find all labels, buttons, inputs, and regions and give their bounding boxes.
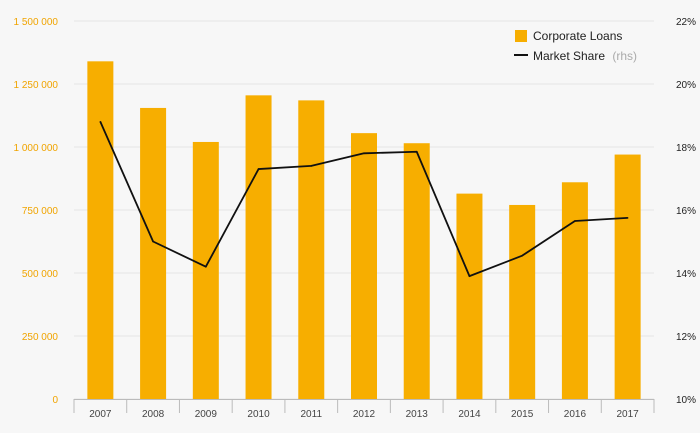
left-axis-ticks: 0 250 000 500 000 750 000 1 000 000 1 250 000…	[14, 17, 59, 406]
left-tick-label: 500 000	[22, 269, 59, 280]
legend-label-rhs-note: (rhs)	[612, 49, 637, 63]
bar-2010	[245, 95, 272, 399]
legend-label-market-share: Market Share (rhs)	[533, 49, 637, 63]
x-tick-label: 2015	[511, 409, 534, 420]
market-share-point-2013	[415, 150, 418, 153]
market-share-point-2016	[574, 220, 576, 222]
market-share-point-2009	[205, 265, 207, 268]
bar-2011	[298, 100, 325, 399]
x-tick-label: 2008	[142, 409, 165, 420]
right-tick-label: 14%	[676, 269, 696, 280]
x-tick-label: 2011	[301, 409, 323, 420]
market-share-point-2015	[521, 254, 523, 257]
market-share-point-2008	[152, 240, 154, 243]
market-share-point-2014	[468, 275, 471, 277]
left-tick-label: 1 000 000	[14, 143, 59, 154]
bar-2008	[140, 107, 167, 399]
line-layer	[99, 121, 629, 278]
left-tick-label: 1 500 000	[14, 17, 59, 28]
legend: Corporate Loans Market Share (rhs)	[514, 29, 637, 63]
market-share-point-2011	[310, 165, 313, 167]
bar-2016	[561, 182, 588, 399]
left-tick-label: 750 000	[22, 206, 59, 217]
bar-2013	[403, 143, 430, 399]
left-tick-label: 0	[52, 395, 58, 406]
x-tick-label: 2014	[458, 409, 481, 420]
right-tick-label: 22%	[676, 17, 696, 28]
bar-2014	[456, 193, 483, 399]
x-tick-label: 2007	[89, 409, 112, 420]
x-tick-label: 2013	[406, 409, 429, 420]
market-share-point-2012	[363, 152, 365, 155]
left-tick-label: 250 000	[22, 332, 59, 343]
x-tick-label: 2017	[617, 409, 640, 420]
bar-2017	[614, 154, 641, 399]
legend-label-market-share-text: Market Share	[533, 49, 605, 63]
right-tick-label: 20%	[676, 80, 696, 91]
legend-swatch-corporate-loans	[515, 30, 527, 42]
left-tick-label: 1 250 000	[14, 80, 59, 91]
x-tick-label: 2012	[353, 409, 376, 420]
bars-layer	[87, 61, 641, 399]
right-tick-label: 18%	[676, 143, 696, 154]
axis-layer	[73, 399, 655, 413]
market-share-point-2017	[626, 217, 629, 219]
x-tick-label: 2010	[247, 409, 270, 420]
x-tick-label: 2009	[195, 409, 218, 420]
bar-2007	[87, 61, 114, 399]
market-share-point-2007	[99, 121, 102, 123]
right-tick-label: 12%	[676, 332, 696, 343]
right-tick-label: 16%	[676, 206, 696, 217]
x-axis-ticks: 2007 2008 2009 2010 2011 2012 2013 2014 2015 2016…	[89, 409, 639, 420]
bar-2009	[192, 141, 219, 399]
legend-label-corporate-loans: Corporate Loans	[533, 29, 622, 43]
right-axis-ticks: 10% 12% 14% 16% 18% 20% 22%	[676, 17, 696, 406]
market-share-point-2010	[257, 168, 260, 170]
right-tick-label: 10%	[676, 395, 696, 406]
x-tick-label: 2016	[564, 409, 587, 420]
bar-2015	[509, 204, 536, 399]
bar-2012	[351, 133, 377, 399]
